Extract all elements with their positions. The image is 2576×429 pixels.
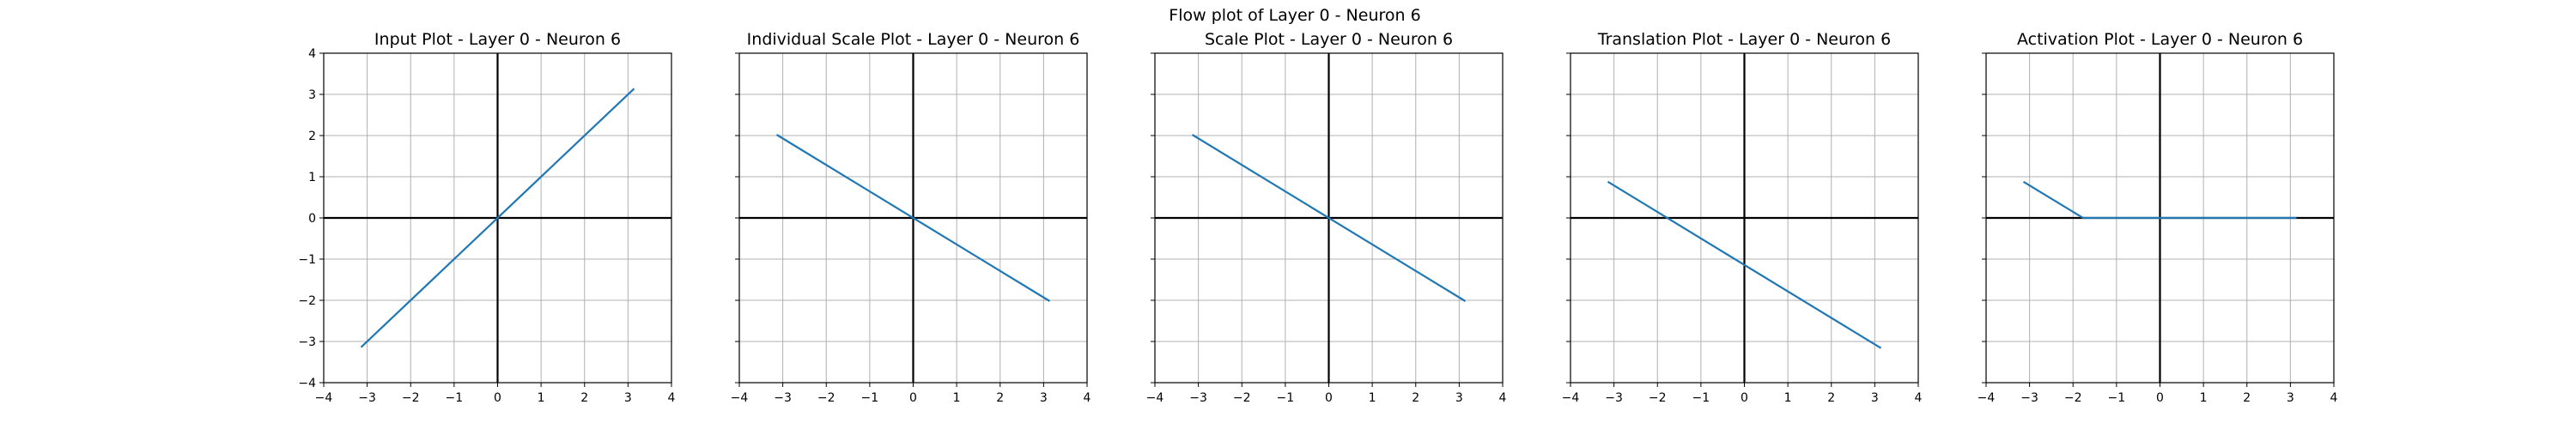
x-tick-label: −4 bbox=[1562, 391, 1580, 405]
y-tick-label: 0 bbox=[308, 212, 316, 226]
x-tick-label: 0 bbox=[1325, 391, 1333, 405]
x-tick-label: 3 bbox=[624, 391, 632, 405]
x-tick-label: 1 bbox=[1369, 391, 1376, 405]
x-tick-label: 3 bbox=[1040, 391, 1048, 405]
x-tick-label: −3 bbox=[774, 391, 792, 405]
x-tick-label: 1 bbox=[538, 391, 545, 405]
y-tick-label: −1 bbox=[298, 253, 316, 267]
x-tick-label: 1 bbox=[953, 391, 961, 405]
y-tick-label: −3 bbox=[298, 335, 316, 349]
x-tick-label: 3 bbox=[2287, 391, 2294, 405]
x-tick-label: −4 bbox=[1978, 391, 1996, 405]
x-tick-label: −4 bbox=[731, 391, 749, 405]
x-tick-label: −3 bbox=[2020, 391, 2038, 405]
series-line bbox=[2022, 180, 2297, 220]
x-tick-label: 4 bbox=[1915, 391, 1923, 405]
x-tick-label: 4 bbox=[1084, 391, 1091, 405]
x-tick-label: 4 bbox=[668, 391, 676, 405]
x-tick-label: −2 bbox=[402, 391, 420, 405]
x-tick-label: 3 bbox=[1455, 391, 1463, 405]
x-tick-label: 2 bbox=[1827, 391, 1835, 405]
series-line bbox=[1191, 134, 1467, 302]
panel-title: Input Plot - Layer 0 - Neuron 6 bbox=[374, 30, 621, 49]
y-tick-label: 4 bbox=[308, 47, 316, 61]
x-tick-label: 2 bbox=[580, 391, 588, 405]
x-tick-label: 4 bbox=[1499, 391, 1507, 405]
x-tick-label: −3 bbox=[358, 391, 376, 405]
series-line bbox=[360, 88, 635, 348]
x-tick-label: −2 bbox=[1233, 391, 1251, 405]
panel-title: Individual Scale Plot - Layer 0 - Neuron… bbox=[747, 30, 1080, 49]
x-tick-label: −2 bbox=[817, 391, 835, 405]
x-tick-label: −1 bbox=[2108, 391, 2126, 405]
x-tick-label: −2 bbox=[1649, 391, 1667, 405]
x-tick-label: 2 bbox=[996, 391, 1004, 405]
x-tick-label: −3 bbox=[1189, 391, 1207, 405]
x-tick-label: −3 bbox=[1605, 391, 1623, 405]
panel-3: Scale Plot - Layer 0 - Neuron 6 −4 −3 −2 −1 0… bbox=[1146, 30, 1507, 405]
series-line bbox=[1607, 180, 1882, 349]
y-tick-label: 2 bbox=[308, 130, 316, 143]
y-tick-label: −4 bbox=[298, 377, 316, 390]
panel-title: Scale Plot - Layer 0 - Neuron 6 bbox=[1205, 30, 1453, 49]
y-tick-label: 1 bbox=[308, 171, 316, 184]
x-tick-label: −1 bbox=[1692, 391, 1710, 405]
x-tick-label: 3 bbox=[1871, 391, 1879, 405]
x-tick-label: 2 bbox=[2243, 391, 2251, 405]
x-tick-label: −4 bbox=[315, 391, 333, 405]
y-tick-label: −2 bbox=[298, 294, 316, 308]
x-tick-label: 4 bbox=[2330, 391, 2338, 405]
panel-title: Activation Plot - Layer 0 - Neuron 6 bbox=[2017, 30, 2303, 49]
x-tick-label: 1 bbox=[1784, 391, 1792, 405]
panel-title: Translation Plot - Layer 0 - Neuron 6 bbox=[1597, 30, 1891, 49]
x-tick-label: −1 bbox=[1277, 391, 1295, 405]
y-tick-label: 3 bbox=[308, 88, 316, 102]
x-tick-label: 1 bbox=[2200, 391, 2208, 405]
panel-4: Translation Plot - Layer 0 - Neuron 6 −4 −… bbox=[1562, 30, 1923, 405]
panel-5: Activation Plot - Layer 0 - Neuron 6 −4 −3… bbox=[1978, 30, 2338, 405]
x-tick-label: 0 bbox=[2156, 391, 2164, 405]
x-tick-label: 0 bbox=[909, 391, 917, 405]
x-tick-label: 2 bbox=[1412, 391, 1419, 405]
x-tick-label: 0 bbox=[1741, 391, 1748, 405]
series-line bbox=[775, 134, 1051, 302]
panel-2: Individual Scale Plot - Layer 0 - Neuron… bbox=[731, 30, 1091, 405]
x-tick-label: −1 bbox=[861, 391, 879, 405]
panel-1: Input Plot - Layer 0 - Neuron 6 −4 −3 −2 −1 0… bbox=[298, 30, 675, 405]
x-tick-label: −1 bbox=[446, 391, 464, 405]
x-tick-label: −4 bbox=[1146, 391, 1164, 405]
x-tick-label: 0 bbox=[494, 391, 501, 405]
x-tick-label: −2 bbox=[2064, 391, 2082, 405]
figure-suptitle: Flow plot of Layer 0 - Neuron 6 bbox=[1169, 6, 1420, 25]
